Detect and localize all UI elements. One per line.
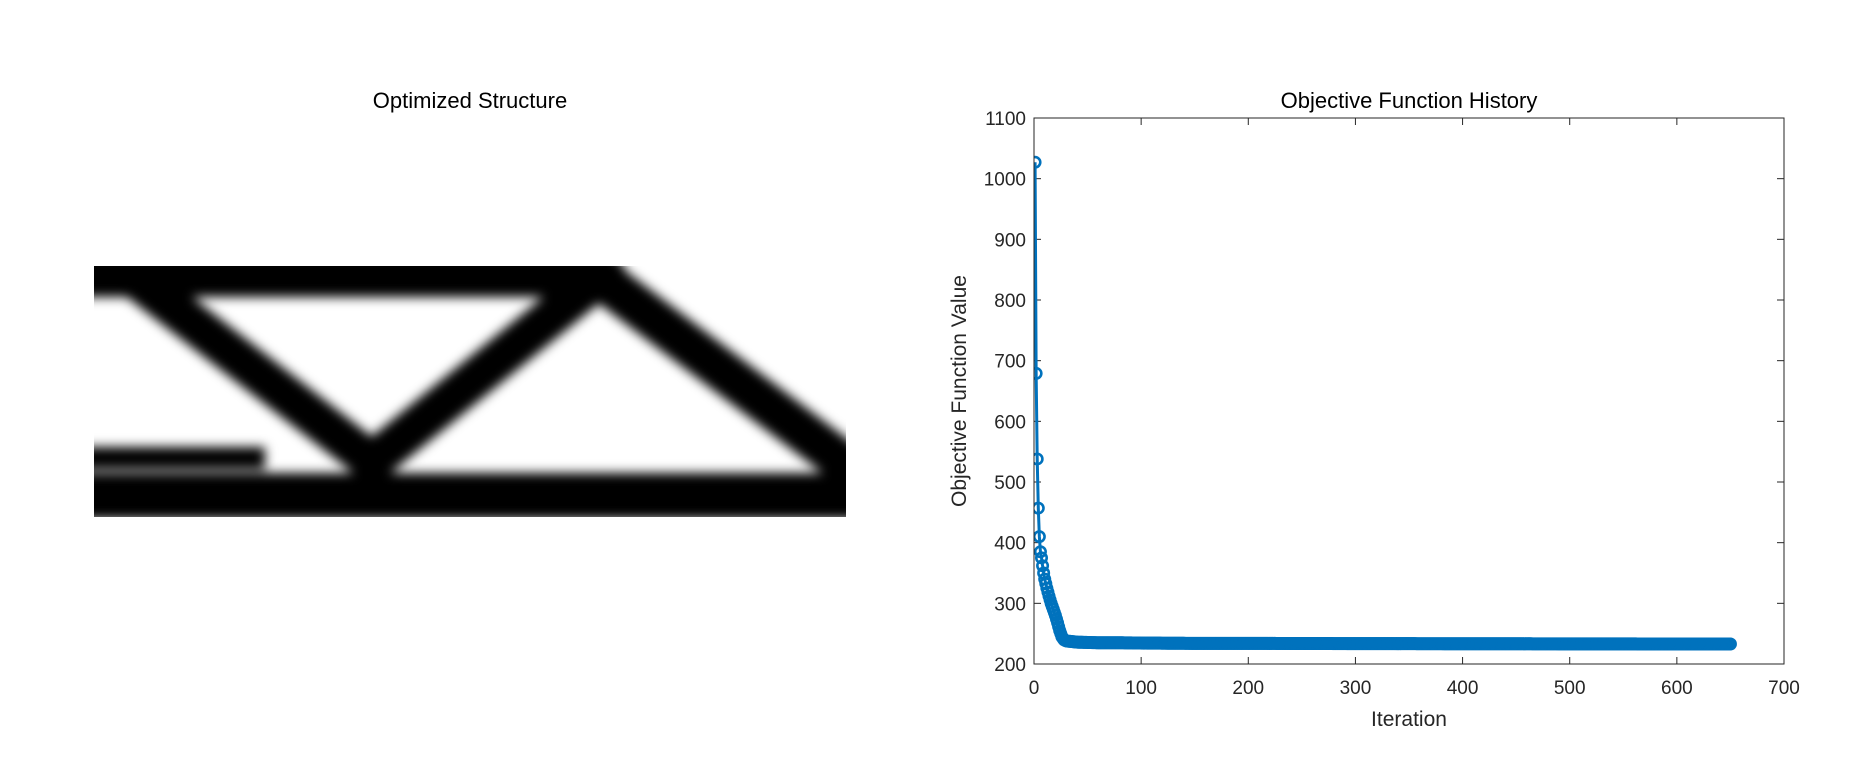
data-point	[1034, 501, 1045, 515]
data-point	[1036, 559, 1050, 573]
x-axis-label: Iteration	[1371, 708, 1447, 731]
data-point	[1034, 545, 1047, 559]
data-point	[1034, 155, 1042, 169]
x-tick-label: 700	[1768, 678, 1800, 699]
plot-area	[1034, 118, 1784, 664]
structure-image	[94, 266, 846, 517]
y-tick-label: 200	[994, 655, 1026, 676]
chart-title: Objective Function History	[1281, 88, 1538, 113]
series-group	[1034, 155, 1737, 651]
data-point	[1035, 551, 1049, 565]
data-point	[1034, 366, 1043, 380]
y-tick-label: 700	[994, 352, 1026, 373]
y-tick-label: 600	[994, 412, 1026, 433]
diagonal-right	[579, 266, 846, 491]
axes-box	[1033, 117, 1785, 665]
y-tick-label: 1000	[984, 170, 1026, 191]
data-point	[1723, 637, 1737, 651]
x-tick-label: 400	[1447, 678, 1479, 699]
x-tick-label: 500	[1554, 678, 1586, 699]
x-axis-ticks: 0 100 200 300 400 500 600 700	[1029, 118, 1800, 699]
diagonal-middle	[352, 266, 610, 482]
y-axis-label: Objective Function Value	[948, 275, 971, 507]
x-tick-label: 100	[1125, 678, 1157, 699]
y-tick-label: 900	[994, 230, 1026, 251]
y-axis-ticks: 200 300 400 500 600 700 800 900 1000 1100	[984, 109, 1784, 676]
y-tick-label: 1100	[985, 109, 1026, 130]
x-tick-label: 600	[1661, 678, 1693, 699]
data-point	[1034, 452, 1044, 466]
x-tick-label: 0	[1029, 678, 1040, 699]
x-tick-label: 200	[1232, 678, 1264, 699]
y-tick-label: 300	[994, 594, 1026, 615]
x-tick-label: 300	[1340, 678, 1372, 699]
y-tick-label: 500	[994, 473, 1026, 494]
y-tick-label: 800	[994, 291, 1026, 312]
diagonal-left	[115, 266, 392, 482]
y-tick-label: 400	[994, 534, 1026, 555]
structure-title: Optimized Structure	[373, 88, 567, 113]
